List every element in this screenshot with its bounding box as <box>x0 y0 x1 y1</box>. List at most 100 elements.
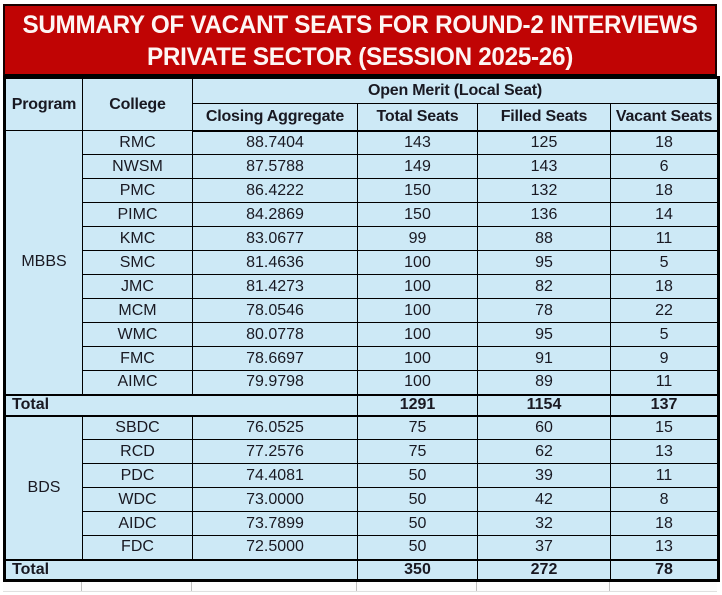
column-header-closing-aggregate: Closing Aggregate <box>192 103 358 132</box>
filled-seats-cell: 62 <box>477 439 611 464</box>
total-seats-total: 1291 <box>357 393 478 417</box>
filled-seats-cell: 37 <box>477 535 611 560</box>
filled-seats-total: 272 <box>477 558 611 582</box>
total-seats-cell: 100 <box>357 250 478 275</box>
column-header-program: Program <box>4 77 83 131</box>
table-row: WDC 73.0000 50 42 8 <box>5 487 720 512</box>
total-seats-total: 350 <box>357 558 478 582</box>
filled-seats-cell: 125 <box>477 130 611 155</box>
college-cell: AIMC <box>82 370 193 395</box>
grid-line <box>81 582 82 591</box>
closing-aggregate-cell: 88.7404 <box>192 130 358 155</box>
closing-aggregate-cell: 78.6697 <box>192 346 358 371</box>
college-cell: RMC <box>82 130 193 155</box>
vacant-seats-cell: 11 <box>609 370 720 395</box>
total-seats-cell: 150 <box>357 178 478 203</box>
program-cell-mbbs: MBBS <box>4 130 83 395</box>
college-cell: PIMC <box>82 202 193 227</box>
vacant-seats-cell: 5 <box>609 322 720 347</box>
total-seats-cell: 150 <box>357 202 478 227</box>
mbbs-total-row: Total 1291 1154 137 <box>4 393 720 417</box>
header-row-group: Program College Open Merit (Local Seat) <box>4 77 720 131</box>
total-label: Total <box>4 558 358 582</box>
total-seats-cell: 100 <box>357 298 478 323</box>
vacant-seats-table: Program College Open Merit (Local Seat) … <box>3 76 721 582</box>
total-label: Total <box>4 393 358 417</box>
vacant-seats-cell: 13 <box>609 535 720 560</box>
filled-seats-cell: 143 <box>477 154 611 179</box>
vacant-seats-cell: 18 <box>609 130 720 155</box>
college-cell: RCD <box>82 439 193 464</box>
program-cell-bds: BDS <box>4 415 83 560</box>
grid-line <box>476 582 477 591</box>
filled-seats-cell: 78 <box>477 298 611 323</box>
vacant-seats-cell: 5 <box>609 250 720 275</box>
total-seats-cell: 50 <box>357 463 478 488</box>
filled-seats-cell: 32 <box>477 511 611 536</box>
total-seats-cell: 50 <box>357 535 478 560</box>
grid-line <box>609 582 610 591</box>
column-header-filled-seats: Filled Seats <box>477 103 611 132</box>
column-header-vacant-seats: Vacant Seats <box>609 103 720 132</box>
vacant-seats-cell: 9 <box>609 346 720 371</box>
closing-aggregate-cell: 80.0778 <box>192 322 358 347</box>
spreadsheet-next-row-sliver <box>3 582 717 592</box>
filled-seats-cell: 42 <box>477 487 611 512</box>
title-line-1: SUMMARY OF VACANT SEATS FOR ROUND-2 INTE… <box>22 11 698 39</box>
filled-seats-cell: 39 <box>477 463 611 488</box>
closing-aggregate-cell: 84.2869 <box>192 202 358 227</box>
filled-seats-cell: 95 <box>477 250 611 275</box>
title-banner: SUMMARY OF VACANT SEATS FOR ROUND-2 INTE… <box>3 4 717 76</box>
closing-aggregate-cell: 73.7899 <box>192 511 358 536</box>
college-cell: FDC <box>82 535 193 560</box>
college-cell: NWSM <box>82 154 193 179</box>
total-seats-cell: 100 <box>357 370 478 395</box>
table-row: PIMC 84.2869 150 136 14 <box>5 202 720 227</box>
closing-aggregate-cell: 77.2576 <box>192 439 358 464</box>
total-seats-cell: 100 <box>357 274 478 299</box>
closing-aggregate-cell: 86.4222 <box>192 178 358 203</box>
total-seats-cell: 143 <box>357 130 478 155</box>
closing-aggregate-cell: 73.0000 <box>192 487 358 512</box>
college-cell: WMC <box>82 322 193 347</box>
table-row: SMC 81.4636 100 95 5 <box>5 250 720 275</box>
closing-aggregate-cell: 81.4636 <box>192 250 358 275</box>
closing-aggregate-cell: 81.4273 <box>192 274 358 299</box>
college-cell: PDC <box>82 463 193 488</box>
college-cell: MCM <box>82 298 193 323</box>
college-cell: JMC <box>82 274 193 299</box>
total-seats-cell: 50 <box>357 487 478 512</box>
filled-seats-cell: 91 <box>477 346 611 371</box>
vacant-seats-cell: 6 <box>609 154 720 179</box>
filled-seats-cell: 89 <box>477 370 611 395</box>
closing-aggregate-cell: 74.4081 <box>192 463 358 488</box>
column-header-college: College <box>82 77 193 131</box>
total-seats-cell: 100 <box>357 346 478 371</box>
total-seats-cell: 100 <box>357 322 478 347</box>
grid-line <box>191 582 192 591</box>
bds-total-row: Total 350 272 78 <box>4 558 720 582</box>
vacant-seats-cell: 11 <box>609 226 720 251</box>
college-cell: SBDC <box>82 415 193 440</box>
column-header-total-seats: Total Seats <box>357 103 478 132</box>
header-row-sub: Closing Aggregate Total Seats Filled Sea… <box>5 103 720 132</box>
total-seats-cell: 99 <box>357 226 478 251</box>
total-seats-cell: 75 <box>357 439 478 464</box>
filled-seats-cell: 82 <box>477 274 611 299</box>
college-cell: KMC <box>82 226 193 251</box>
vacant-seats-cell: 18 <box>609 274 720 299</box>
college-cell: FMC <box>82 346 193 371</box>
table-row: MCM 78.0546 100 78 22 <box>5 298 720 323</box>
filled-seats-total: 1154 <box>477 393 611 417</box>
table-row: NWSM 87.5788 149 143 6 <box>5 154 720 179</box>
table-row: PMC 86.4222 150 132 18 <box>5 178 720 203</box>
table-row: JMC 81.4273 100 82 18 <box>5 274 720 299</box>
table-row: RCD 77.2576 75 62 13 <box>5 439 720 464</box>
closing-aggregate-cell: 78.0546 <box>192 298 358 323</box>
total-seats-cell: 75 <box>357 415 478 440</box>
vacant-seats-cell: 8 <box>609 487 720 512</box>
vacant-seats-cell: 22 <box>609 298 720 323</box>
filled-seats-cell: 136 <box>477 202 611 227</box>
closing-aggregate-cell: 72.5000 <box>192 535 358 560</box>
college-cell: PMC <box>82 178 193 203</box>
